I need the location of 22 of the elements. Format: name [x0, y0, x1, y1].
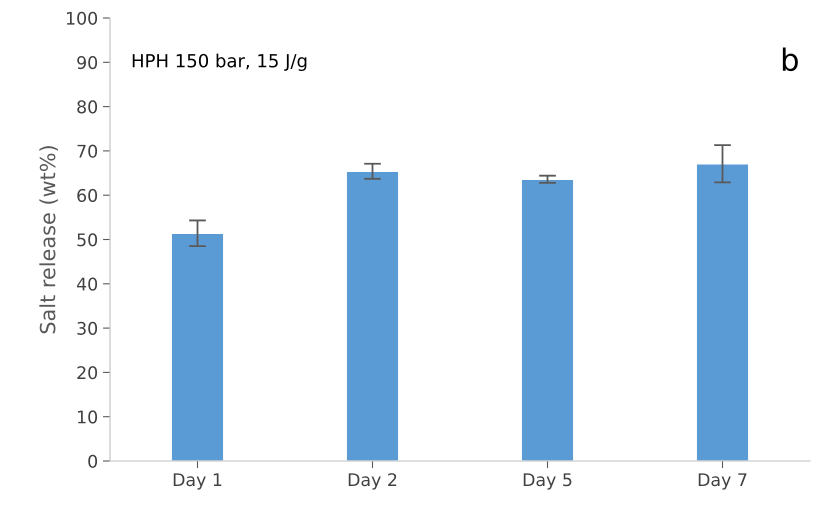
y-tick-label: 10 [78, 410, 98, 424]
x-tick-label: Day 1 [174, 473, 222, 490]
annotation: HPH 150 bar, 15 J/g [132, 54, 306, 72]
bar [520, 178, 574, 461]
x-tick-label: Day 5 [524, 473, 572, 490]
annotation: b [782, 48, 798, 72]
y-tick-label: 50 [77, 233, 98, 246]
y-tick-label: 80 [77, 100, 98, 114]
y-tick-label: 30 [77, 322, 98, 335]
y-tick-label: 70 [78, 144, 98, 158]
bar [346, 170, 400, 461]
x-tick-label: Day 7 [698, 473, 746, 490]
y-tick-label: 0 [88, 454, 98, 468]
y-tick-label: 100 [66, 12, 98, 25]
bar [170, 232, 224, 461]
y-tick-label: 20 [77, 366, 98, 380]
y-tick-label: 40 [76, 278, 98, 291]
y-tick-label: 90 [77, 56, 98, 70]
x-tick-label: Day 2 [348, 473, 396, 490]
y-tick-label: 60 [77, 188, 98, 202]
y-axis-title: Salt release (wt%) [39, 146, 58, 334]
bar [696, 163, 750, 461]
